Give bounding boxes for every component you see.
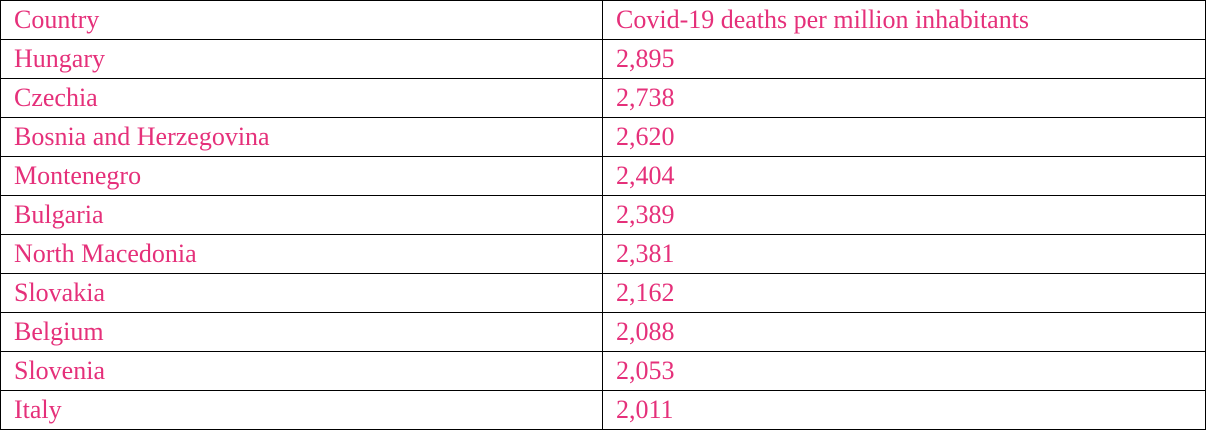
table-row: Slovenia 2,053 bbox=[0, 351, 1206, 391]
table-row: Hungary 2,895 bbox=[0, 39, 1206, 79]
table-row: Czechia 2,738 bbox=[0, 78, 1206, 118]
country-cell: Slovakia bbox=[0, 273, 603, 313]
value-cell: 2,895 bbox=[602, 39, 1206, 79]
table-row: Bosnia and Herzegovina 2,620 bbox=[0, 117, 1206, 157]
table-row: North Macedonia 2,381 bbox=[0, 234, 1206, 274]
table-row: Italy 2,011 bbox=[0, 390, 1206, 430]
value-cell: 2,620 bbox=[602, 117, 1206, 157]
country-cell: Czechia bbox=[0, 78, 603, 118]
table-row: Slovakia 2,162 bbox=[0, 273, 1206, 313]
country-cell: Hungary bbox=[0, 39, 603, 79]
country-cell: Belgium bbox=[0, 312, 603, 352]
country-cell: North Macedonia bbox=[0, 234, 603, 274]
country-cell: Bulgaria bbox=[0, 195, 603, 235]
value-cell: 2,389 bbox=[602, 195, 1206, 235]
value-cell: 2,404 bbox=[602, 156, 1206, 196]
country-cell: Italy bbox=[0, 390, 603, 430]
country-cell: Bosnia and Herzegovina bbox=[0, 117, 603, 157]
table-row: Belgium 2,088 bbox=[0, 312, 1206, 352]
value-cell: 2,053 bbox=[602, 351, 1206, 391]
value-cell: 2,162 bbox=[602, 273, 1206, 313]
header-cell: Covid-19 deaths per million inhabitants bbox=[602, 0, 1206, 40]
header-cell: Country bbox=[0, 0, 603, 40]
table-row: Montenegro 2,404 bbox=[0, 156, 1206, 196]
value-cell: 2,088 bbox=[602, 312, 1206, 352]
value-cell: 2,381 bbox=[602, 234, 1206, 274]
country-cell: Slovenia bbox=[0, 351, 603, 391]
value-cell: 2,738 bbox=[602, 78, 1206, 118]
value-cell: 2,011 bbox=[602, 390, 1206, 430]
header-row: Country Covid-19 deaths per million inhab… bbox=[0, 0, 1206, 40]
table-row: Bulgaria 2,389 bbox=[0, 195, 1206, 235]
country-cell: Montenegro bbox=[0, 156, 603, 196]
